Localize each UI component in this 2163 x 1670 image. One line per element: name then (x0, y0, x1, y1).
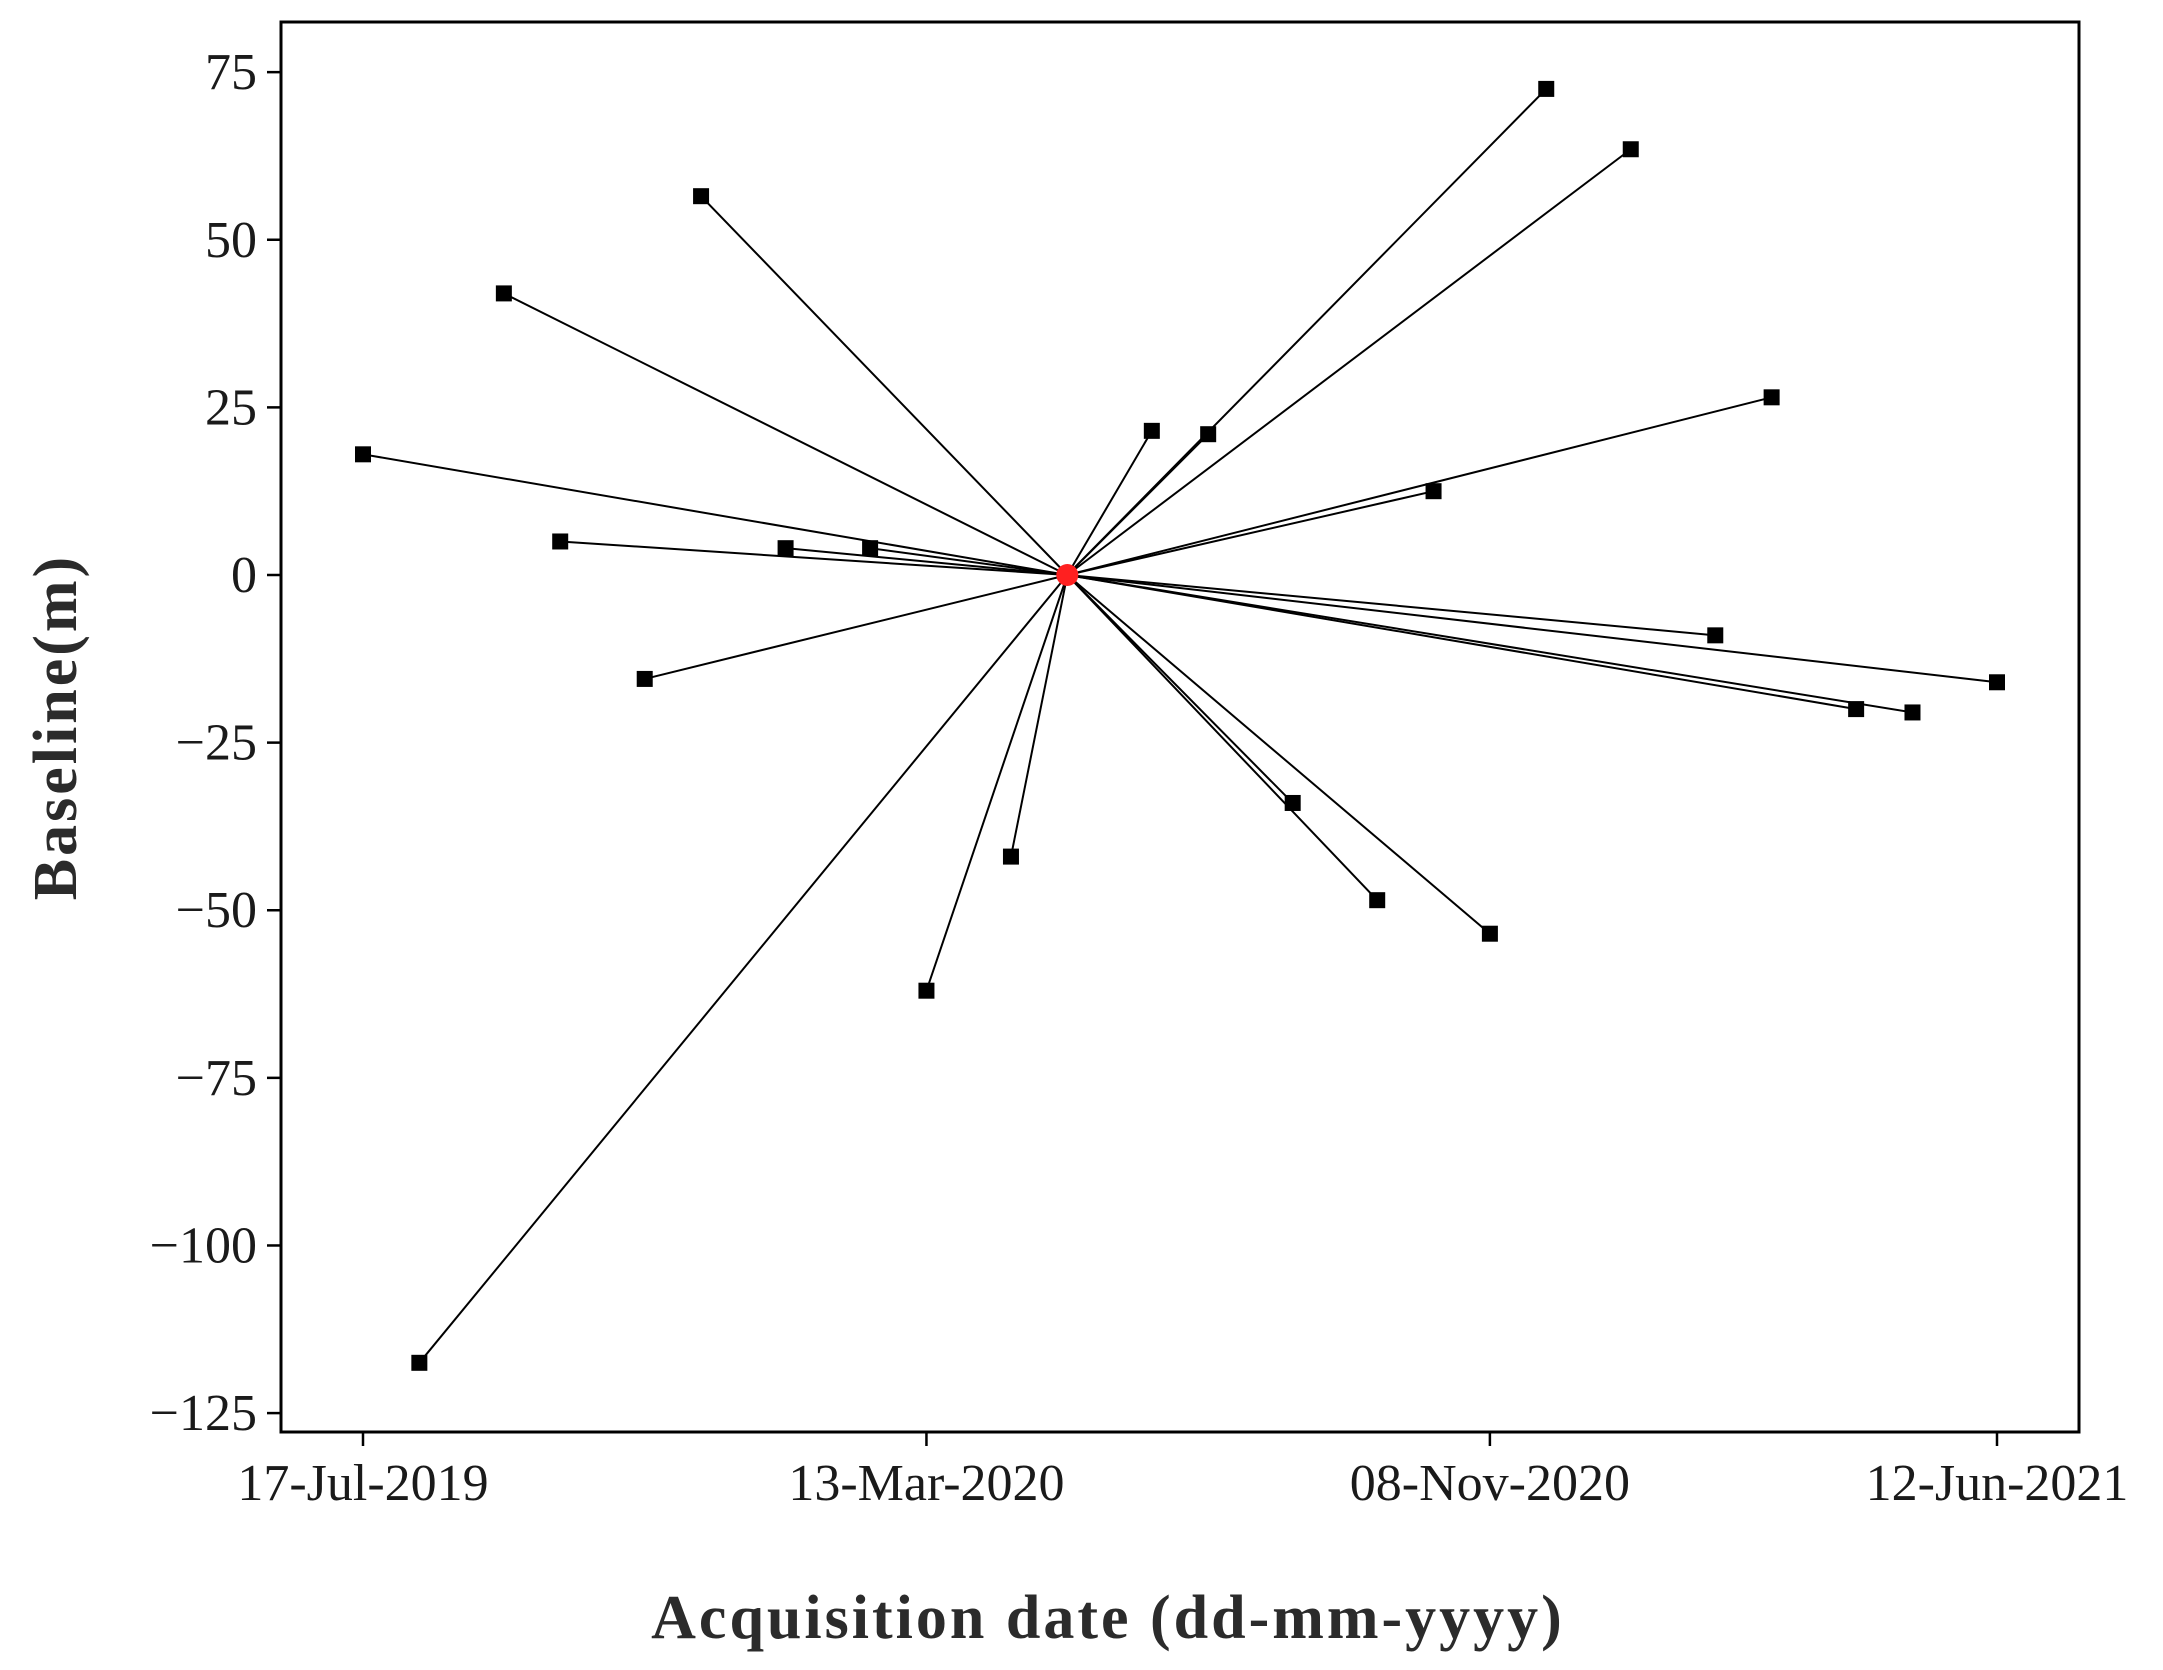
baseline-edge (785, 547, 1068, 576)
y-tick-label: −100 (150, 1217, 257, 1274)
y-tick-label: −75 (176, 1050, 257, 1107)
slave-acquisition-point (1989, 674, 2005, 691)
baseline-edge (560, 540, 1068, 576)
baseline-edge (869, 547, 1068, 576)
slave-acquisition-point (918, 982, 935, 999)
baseline-edge (700, 195, 1069, 576)
slave-acquisition-point (1002, 848, 1019, 865)
baseline-edge (1066, 430, 1153, 576)
baseline-edge (1067, 396, 1772, 576)
baseline-edge (1067, 574, 1998, 684)
plot-frame (279, 20, 2081, 1434)
baseline-edge (1067, 574, 1716, 637)
baseline-edge (1066, 148, 1632, 576)
x-tick-label: 13-Mar-2020 (788, 1455, 1064, 1512)
baseline-edge (925, 574, 1069, 992)
slave-acquisition-point (1200, 426, 1217, 443)
baseline-edge (1066, 574, 1378, 901)
slave-acquisition-point (1284, 794, 1301, 811)
y-tick-label: 75 (205, 44, 257, 101)
y-tick-label: −50 (176, 882, 257, 939)
slave-acquisition-point (777, 540, 794, 557)
slave-acquisition-point (1538, 80, 1555, 97)
slave-acquisition-point (552, 533, 569, 550)
slave-acquisition-point (411, 1354, 428, 1371)
y-axis-title: Baseline(m) (22, 554, 90, 900)
slave-acquisition-point (693, 188, 710, 205)
slave-acquisition-point (1425, 483, 1442, 500)
master-acquisition-point (1056, 564, 1079, 586)
y-tick-label: 25 (205, 379, 257, 436)
baseline-edge (503, 292, 1068, 576)
baseline-edge (644, 574, 1068, 680)
slave-acquisition-point (355, 446, 371, 463)
slave-acquisition-point (1763, 389, 1780, 406)
x-axis-title: Acquisition date (dd-mm-yyyy) (651, 1584, 1565, 1652)
slave-acquisition-point (495, 285, 512, 302)
baseline-edge (1067, 574, 1913, 714)
slave-acquisition-point (1481, 925, 1498, 942)
y-axis: 75 50 25 0 −25 −50 −75 −100 −125 (150, 44, 281, 1442)
y-tick-label: 50 (205, 212, 257, 269)
slave-acquisition-point (636, 670, 653, 687)
slave-acquisition-point (1904, 704, 1921, 721)
y-tick-label: −25 (176, 715, 257, 772)
acquisition-markers (355, 80, 2005, 1371)
slave-acquisition-point (1143, 422, 1160, 439)
slave-acquisition-point (1369, 892, 1386, 909)
x-tick-label: 08-Nov-2020 (1350, 1455, 1630, 1512)
y-tick-label: −125 (150, 1385, 257, 1442)
baseline-edge (1066, 88, 1547, 576)
x-tick-label: 12-Jun-2021 (1866, 1455, 2129, 1512)
baseline-edge (362, 453, 1068, 576)
slave-acquisition-point (862, 540, 879, 557)
baseline-edge (1067, 490, 1434, 576)
y-tick-label: 0 (231, 547, 257, 604)
slave-acquisition-point (1848, 701, 1865, 718)
baseline-edge (418, 574, 1069, 1364)
slave-acquisition-point (1707, 627, 1724, 644)
baseline-edge (1066, 574, 1491, 935)
baseline-edges (362, 88, 1998, 1364)
x-tick-label: 17-Jul-2019 (237, 1455, 488, 1512)
baseline-edge (1009, 574, 1069, 857)
slave-acquisition-point (1622, 141, 1639, 158)
x-axis: 17-Jul-2019 13-Mar-2020 08-Nov-2020 12-Jun-… (237, 1432, 2128, 1512)
